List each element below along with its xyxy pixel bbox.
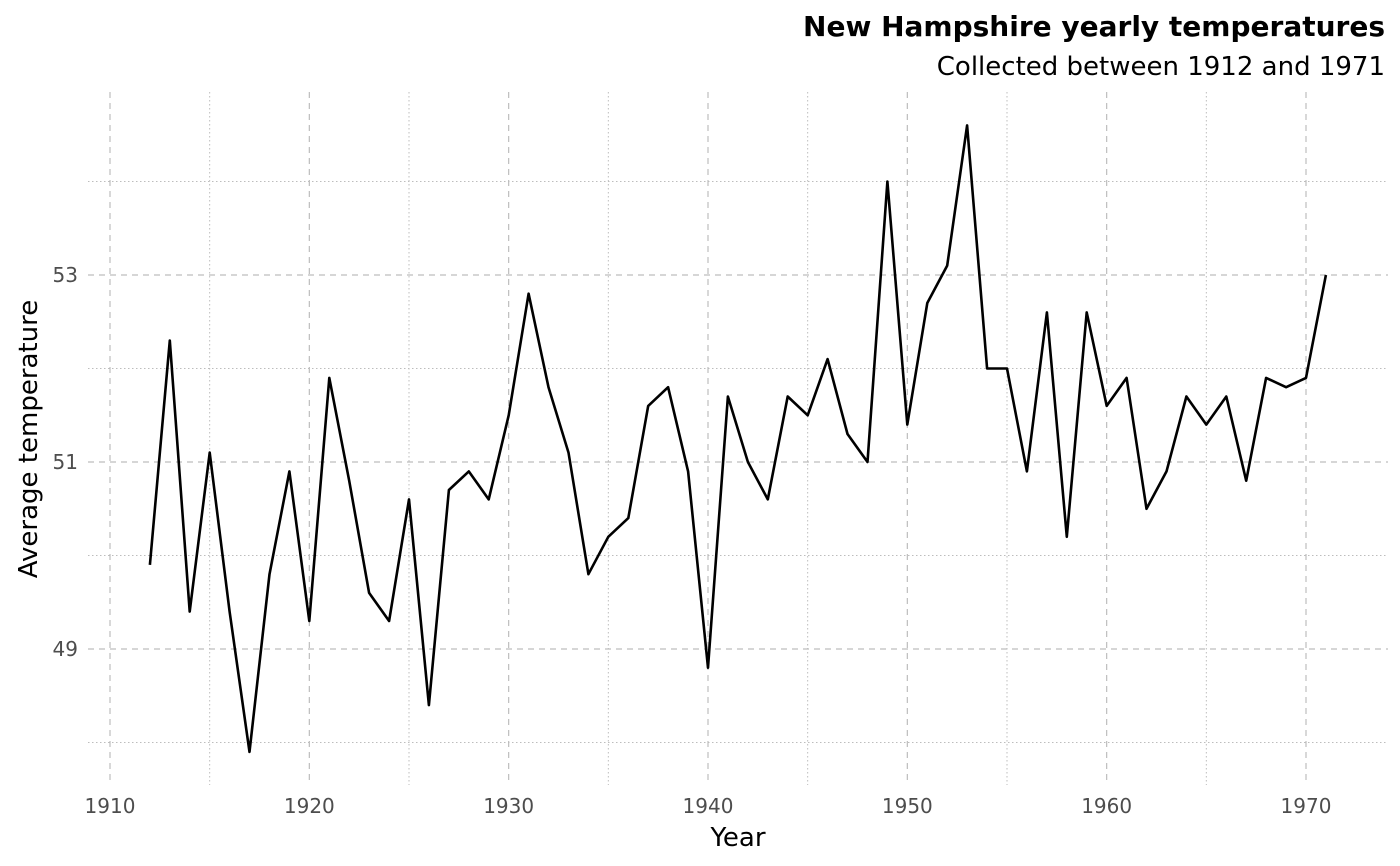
x-axis-title: Year bbox=[709, 823, 765, 853]
chart-title: New Hampshire yearly temperatures bbox=[803, 10, 1385, 43]
x-tick-label: 1930 bbox=[483, 794, 534, 818]
series-layer bbox=[148, 124, 1328, 754]
y-tick-label: 51 bbox=[53, 450, 78, 474]
x-tick-label: 1920 bbox=[284, 794, 335, 818]
x-tick-label: 1940 bbox=[683, 794, 734, 818]
x-tick-label: 1950 bbox=[882, 794, 933, 818]
tick-labels: 1910 1920 1930 1940 1950 1960 1970 49 51 53 bbox=[53, 263, 1332, 818]
x-tick-label: 1970 bbox=[1281, 794, 1332, 818]
x-tick-label: 1910 bbox=[85, 794, 136, 818]
y-tick-label: 53 bbox=[53, 263, 78, 287]
series-line bbox=[148, 124, 1328, 754]
x-tick-label: 1960 bbox=[1081, 794, 1132, 818]
y-axis-title: Average temperature bbox=[14, 300, 44, 578]
grid-layer bbox=[88, 92, 1388, 785]
chart-subtitle: Collected between 1912 and 1971 bbox=[936, 52, 1385, 82]
y-tick-label: 49 bbox=[53, 637, 78, 661]
